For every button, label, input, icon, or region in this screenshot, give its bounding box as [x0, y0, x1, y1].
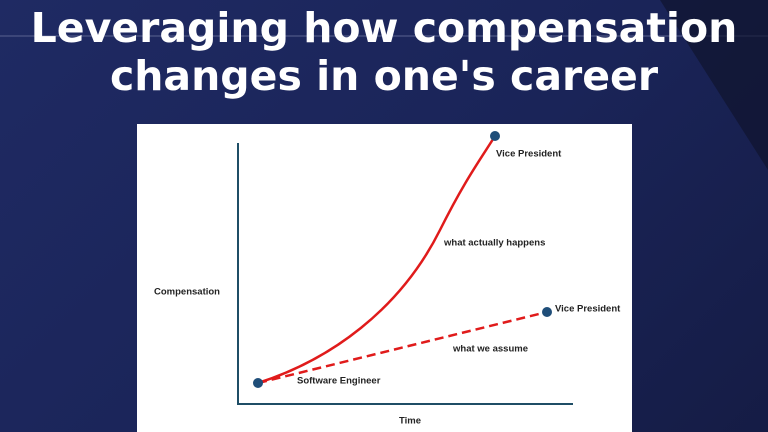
end-point: [542, 307, 552, 317]
y-axis-label: Compensation: [154, 287, 220, 298]
x-axis-label: Time: [399, 416, 421, 427]
corner-shape: [660, 0, 768, 170]
title-line: changes in one's career: [109, 52, 659, 100]
curve-label: what actually happens: [443, 238, 545, 249]
end-label: Vice President: [496, 149, 562, 160]
curve-label: what we assume: [452, 344, 528, 355]
start-point: [253, 378, 263, 388]
assumed-line: [257, 310, 548, 385]
actual-curve: [257, 135, 497, 385]
end-point: [490, 131, 500, 141]
end-label: Vice President: [555, 304, 621, 315]
start-label: Software Engineer: [297, 376, 381, 387]
diagram-panel: [137, 124, 632, 432]
title-line: Leveraging how compensation: [30, 4, 738, 52]
